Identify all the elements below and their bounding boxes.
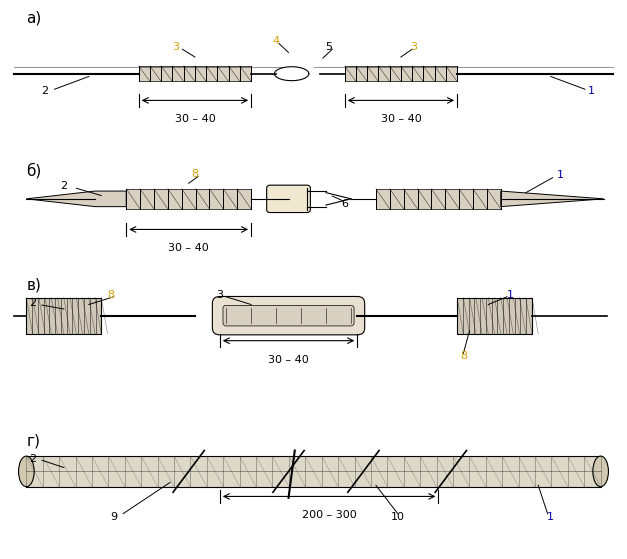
Text: 8: 8 <box>191 169 199 179</box>
Text: 1: 1 <box>557 170 564 181</box>
Text: б): б) <box>26 163 41 179</box>
Bar <box>139 66 251 82</box>
Ellipse shape <box>593 456 608 487</box>
Text: 2: 2 <box>41 87 49 97</box>
Text: 8: 8 <box>460 351 467 361</box>
Text: 8: 8 <box>107 290 114 300</box>
Bar <box>376 189 501 209</box>
Text: в): в) <box>26 278 41 292</box>
Text: 3: 3 <box>216 290 223 300</box>
FancyBboxPatch shape <box>266 185 310 212</box>
Text: 5: 5 <box>325 42 332 52</box>
Text: 10: 10 <box>391 512 405 522</box>
Text: 30 – 40: 30 – 40 <box>381 114 421 124</box>
Bar <box>457 297 532 334</box>
Text: 1: 1 <box>587 87 595 97</box>
Text: 3: 3 <box>172 42 180 52</box>
Text: 1: 1 <box>507 290 514 300</box>
Ellipse shape <box>19 456 34 487</box>
Polygon shape <box>501 191 604 207</box>
Bar <box>26 456 601 487</box>
Text: 6: 6 <box>341 200 348 210</box>
Text: 1: 1 <box>547 512 554 522</box>
Bar <box>345 66 457 82</box>
Text: 2: 2 <box>29 299 36 309</box>
Text: 4: 4 <box>273 36 280 46</box>
Polygon shape <box>26 191 126 207</box>
Text: 2: 2 <box>60 181 67 191</box>
Text: 30 – 40: 30 – 40 <box>168 243 209 253</box>
Text: 200 – 300: 200 – 300 <box>302 510 357 520</box>
Bar <box>26 297 102 334</box>
FancyBboxPatch shape <box>223 305 354 326</box>
Text: а): а) <box>26 11 41 26</box>
Text: г): г) <box>26 433 40 448</box>
Bar <box>126 189 251 209</box>
Text: 2: 2 <box>29 453 36 463</box>
FancyBboxPatch shape <box>213 296 365 335</box>
Text: 3: 3 <box>410 42 417 52</box>
Text: 9: 9 <box>110 512 117 522</box>
Text: 30 – 40: 30 – 40 <box>268 354 309 364</box>
Text: 30 – 40: 30 – 40 <box>174 114 215 124</box>
